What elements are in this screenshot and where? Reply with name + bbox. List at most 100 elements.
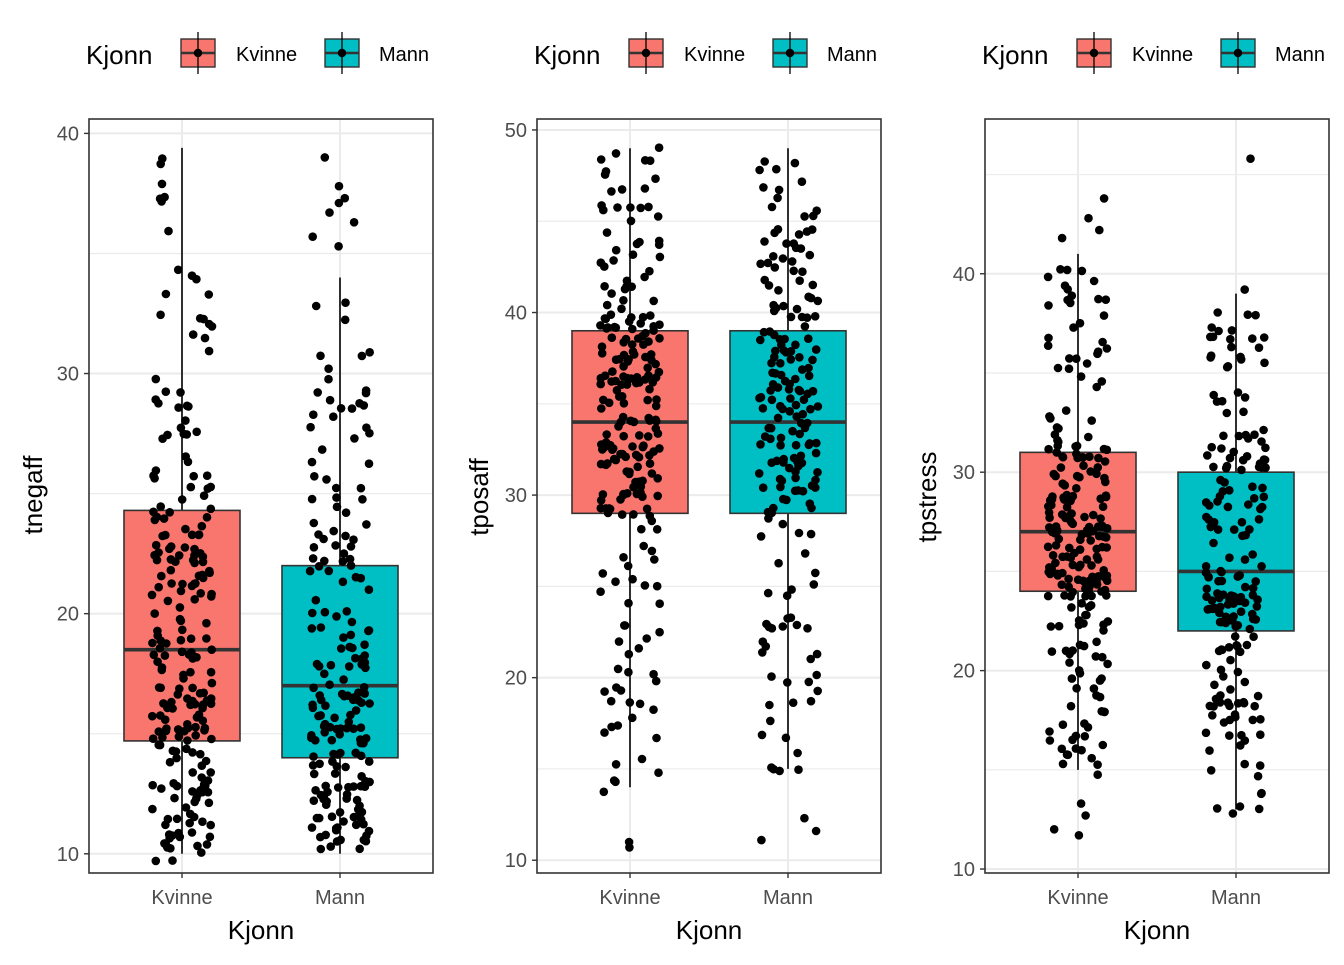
data-point-kvinne xyxy=(628,442,637,451)
data-point-mann xyxy=(1217,576,1227,586)
data-point-kvinne xyxy=(598,445,607,454)
data-point-kvinne xyxy=(648,378,658,387)
data-point-mann xyxy=(808,386,818,396)
legend-key-mann-1 xyxy=(324,32,360,74)
data-point-mann xyxy=(308,554,318,563)
data-point-kvinne xyxy=(628,250,638,259)
data-point-mann xyxy=(1256,730,1265,739)
data-point-kvinne xyxy=(642,504,652,514)
data-point-kvinne xyxy=(1079,461,1088,471)
data-point-kvinne xyxy=(157,571,166,581)
data-point-mann xyxy=(331,483,341,493)
data-point-mann xyxy=(1209,518,1219,527)
x-tick-label-mann-1: Mann xyxy=(315,887,365,909)
data-point-kvinne xyxy=(148,638,157,648)
data-point-mann xyxy=(767,395,777,405)
data-point-kvinne xyxy=(646,311,655,320)
data-point-kvinne xyxy=(1099,444,1109,454)
data-point-mann xyxy=(765,700,774,710)
data-point-kvinne xyxy=(1065,658,1074,667)
data-point-mann xyxy=(776,401,785,411)
data-point-mann xyxy=(1207,442,1216,452)
data-point-mann xyxy=(1209,390,1218,400)
data-point-kvinne xyxy=(207,734,216,744)
data-point-kvinne xyxy=(155,740,165,750)
data-point-kvinne xyxy=(638,476,647,486)
data-point-kvinne xyxy=(1073,453,1082,463)
data-point-kvinne xyxy=(1086,576,1095,586)
data-point-mann xyxy=(361,386,371,395)
data-point-kvinne xyxy=(160,715,170,724)
data-point-kvinne xyxy=(171,557,180,566)
data-point-kvinne xyxy=(150,550,159,560)
data-point-kvinne xyxy=(190,595,199,604)
data-point-mann xyxy=(314,562,324,571)
legend-key-mann-3 xyxy=(1220,32,1256,74)
data-point-kvinne xyxy=(186,482,196,492)
data-point-mann xyxy=(364,459,374,469)
data-point-mann xyxy=(756,259,765,269)
data-point-mann xyxy=(1241,582,1250,592)
data-point-kvinne xyxy=(1080,732,1090,741)
data-point-kvinne xyxy=(597,342,607,352)
data-point-mann xyxy=(1242,640,1252,650)
data-point-kvinne xyxy=(151,540,161,550)
data-point-kvinne xyxy=(170,793,179,803)
data-point-mann xyxy=(330,769,340,778)
data-point-mann xyxy=(1201,498,1211,507)
data-point-kvinne xyxy=(186,667,195,677)
data-point-kvinne xyxy=(626,216,636,226)
data-point-mann xyxy=(1213,525,1223,534)
data-point-kvinne xyxy=(1089,276,1099,286)
data-point-kvinne xyxy=(1072,441,1082,451)
data-point-mann xyxy=(1240,393,1250,402)
data-point-mann xyxy=(346,710,355,720)
data-point-kvinne xyxy=(164,226,173,236)
data-point-kvinne xyxy=(1099,311,1109,320)
data-point-kvinne xyxy=(1066,701,1076,711)
data-point-mann xyxy=(362,423,371,433)
data-point-kvinne xyxy=(1098,522,1107,531)
data-point-mann xyxy=(1260,455,1270,465)
data-point-kvinne xyxy=(156,310,165,320)
panel-background xyxy=(89,119,433,873)
y-tick-label: 40 xyxy=(953,264,975,286)
data-point-mann xyxy=(767,763,776,772)
data-point-mann xyxy=(1234,431,1244,441)
data-point-kvinne xyxy=(148,734,158,743)
data-point-kvinne xyxy=(638,312,648,322)
y-axis-title-3: tpstress xyxy=(912,451,942,542)
data-point-mann xyxy=(351,572,361,582)
data-point-mann xyxy=(311,595,321,605)
data-point-kvinne xyxy=(637,524,646,534)
data-point-kvinne xyxy=(600,728,609,737)
data-point-mann xyxy=(757,835,766,845)
data-point-kvinne xyxy=(204,290,214,299)
data-point-kvinne xyxy=(151,856,161,866)
data-point-mann xyxy=(806,696,816,706)
data-point-mann xyxy=(773,383,783,392)
data-point-kvinne xyxy=(204,346,214,356)
data-point-mann xyxy=(336,644,346,653)
data-point-kvinne xyxy=(629,417,639,427)
data-point-kvinne xyxy=(615,354,624,364)
data-point-mann xyxy=(793,748,802,758)
data-point-mann xyxy=(1205,701,1215,711)
data-point-kvinne xyxy=(1093,770,1102,779)
data-point-kvinne xyxy=(1084,602,1094,612)
data-point-mann xyxy=(800,322,810,331)
data-point-kvinne xyxy=(624,837,634,847)
data-point-mann xyxy=(1201,728,1211,738)
data-point-kvinne xyxy=(185,809,195,819)
data-point-kvinne xyxy=(651,401,661,411)
data-point-kvinne xyxy=(619,399,629,408)
data-point-mann xyxy=(1237,517,1247,527)
data-point-mann xyxy=(762,619,771,629)
data-point-kvinne xyxy=(183,736,192,745)
legend-2: Kjonn Kvinne Mann xyxy=(534,32,877,74)
data-point-mann xyxy=(806,293,816,303)
data-point-kvinne xyxy=(651,174,660,183)
data-point-mann xyxy=(804,334,813,344)
data-point-kvinne xyxy=(1053,441,1062,451)
data-point-mann xyxy=(1233,667,1243,677)
